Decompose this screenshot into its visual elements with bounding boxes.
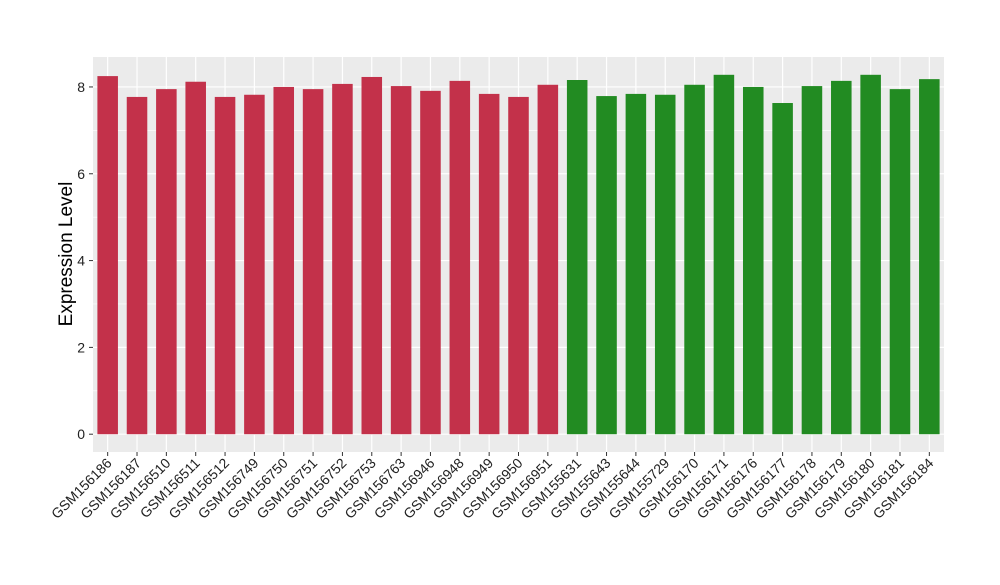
y-tick-label: 8 (77, 79, 85, 95)
bar-GSM156751 (302, 89, 324, 435)
bar-GSM156178 (801, 86, 823, 435)
bar-GSM156763 (390, 86, 412, 435)
bar-GSM156177 (772, 103, 793, 435)
bar-GSM156948 (449, 80, 471, 435)
bar-GSM156180 (860, 74, 881, 435)
y-axis-title: Expression Level (56, 182, 77, 327)
bar-GSM156171 (713, 74, 735, 435)
bar-GSM156749 (244, 94, 265, 435)
y-tick-label: 4 (77, 253, 85, 269)
bar-GSM156181 (889, 89, 911, 435)
bar-GSM156946 (420, 90, 441, 435)
bar-GSM156750 (273, 86, 295, 435)
y-tick-label: 2 (77, 339, 85, 355)
bar-GSM156753 (361, 76, 383, 435)
y-tick-label: 6 (77, 166, 85, 182)
bar-GSM156951 (537, 84, 559, 435)
bar-GSM156187 (126, 96, 148, 435)
bar-GSM156186 (97, 76, 118, 435)
y-tick-label: 0 (77, 426, 85, 442)
bar-GSM156512 (214, 96, 236, 435)
bar-GSM156950 (508, 96, 529, 435)
bar-GSM155729 (654, 94, 676, 435)
bar-GSM156949 (478, 93, 500, 435)
bar-GSM156184 (919, 79, 940, 435)
bar-GSM156176 (742, 86, 764, 435)
bar-GSM155644 (625, 93, 647, 435)
bar-GSM155631 (566, 80, 588, 435)
bar-GSM156511 (185, 81, 206, 435)
bar-GSM156510 (156, 89, 177, 435)
bar-GSM155643 (596, 96, 617, 435)
bar-GSM156752 (332, 83, 353, 435)
bar-GSM156170 (684, 84, 705, 435)
bar-GSM156179 (831, 80, 852, 435)
